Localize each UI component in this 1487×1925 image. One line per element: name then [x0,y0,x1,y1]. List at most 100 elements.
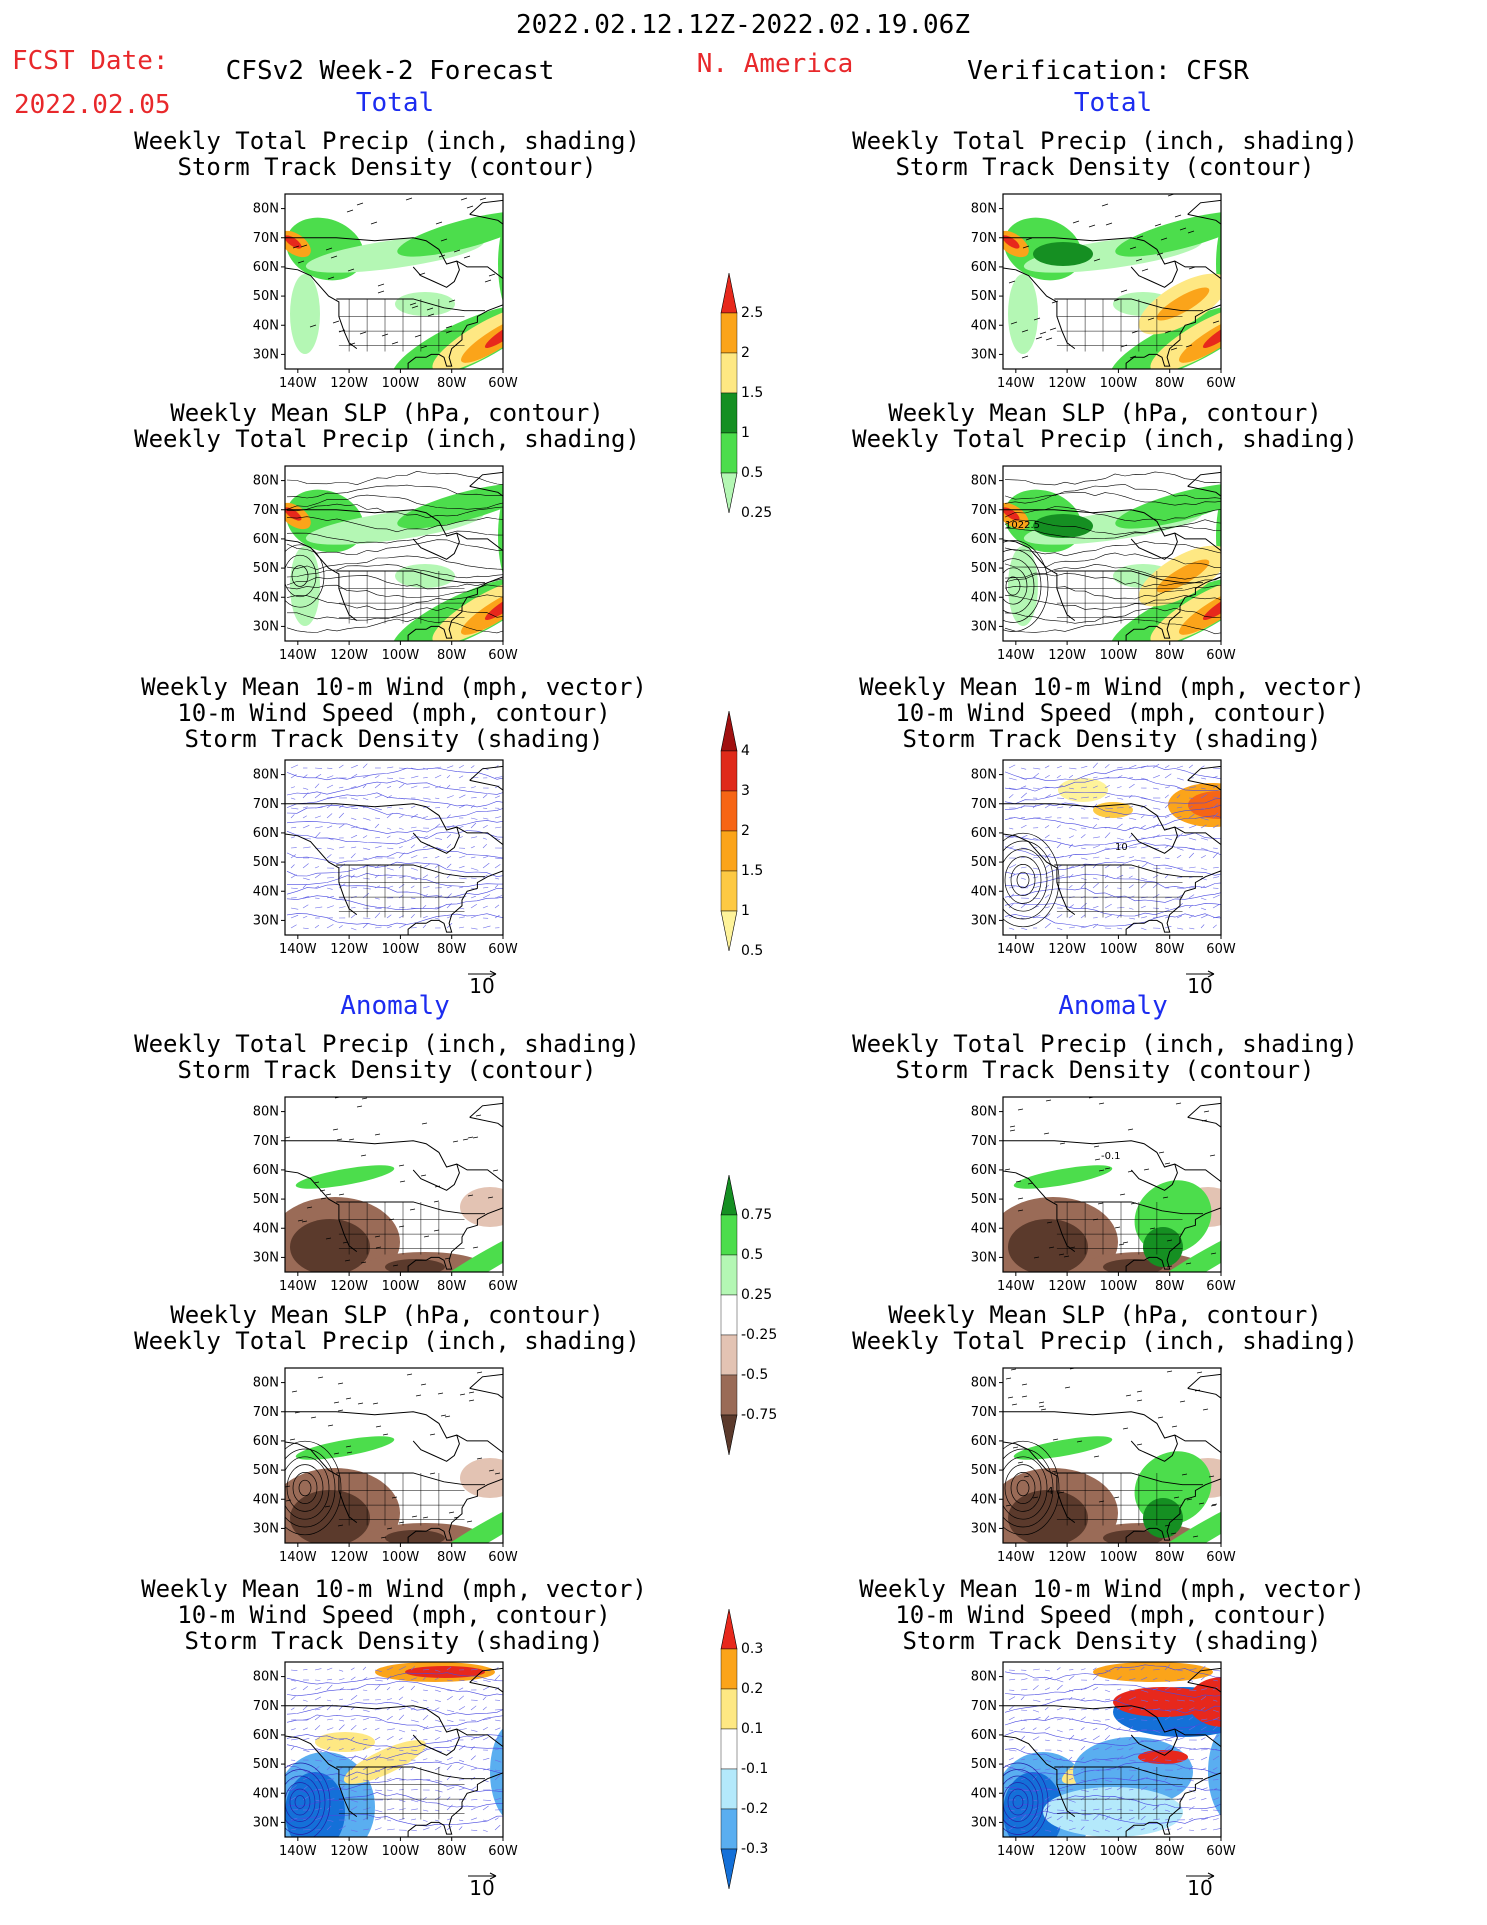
lat-tick-label: 30N [253,1521,279,1536]
lat-tick-label: 70N [971,1699,997,1714]
lat-tick-label: 50N [971,561,997,576]
lon-tick-label: 100W [382,942,420,957]
lon-tick-label: 140W [997,648,1035,662]
lon-tick-label: 120W [1048,1550,1086,1564]
lat-tick-label: 60N [253,826,279,841]
lat-tick-label: 70N [971,1405,997,1420]
lon-tick-label: 60W [1206,942,1236,957]
colorbar-segment [720,1768,738,1810]
lat-tick-label: 40N [253,590,279,605]
vector-reference-label: 10 [469,1876,494,1898]
title-wind-track-anom-right: Weekly Mean 10-m Wind (mph, vector) 10-m … [859,1575,1365,1655]
lon-tick-label: 140W [997,1844,1035,1859]
colorbar-label: -0.5 [741,1367,768,1383]
map-slp-precip-anom-right-contour-label: 4 [1047,1486,1053,1497]
colorbar-label: 1 [741,903,750,919]
lon-tick-label: 80W [1155,1279,1185,1293]
lat-tick-label: 40N [253,1221,279,1236]
lat-tick-label: 80N [253,768,279,783]
map-precip-track-anom-right-contour-label: -0.1 [1101,1151,1121,1162]
map-precip-track-anom-left-coastline [285,1102,503,1272]
lon-tick-label: 80W [437,1279,467,1293]
lon-tick-label: 100W [382,648,420,662]
map-wind-track-total-left-coastline [285,765,503,935]
map-wind-track-total-right-coastline [1003,765,1221,935]
colorbar-label: -0.3 [741,1841,768,1857]
lat-tick-label: 50N [253,1757,279,1772]
lat-tick-label: 60N [253,532,279,547]
lat-tick-label: 40N [971,1221,997,1236]
lat-tick-label: 30N [253,1250,279,1265]
map-precip-track-anom-right-field [1003,1097,1221,1272]
map-wind-track-anom-left-frame [284,1661,504,1838]
colorbar-label: 0.3 [741,1641,763,1657]
lat-tick-label: 40N [971,884,997,899]
lat-tick-label: 60N [253,1163,279,1178]
colorbar-label: 4 [741,743,750,759]
lon-tick-label: 140W [279,648,317,662]
lon-tick-label: 140W [997,942,1035,957]
left-column-title: CFSv2 Week-2 Forecast [225,56,555,86]
colorbar-segment [720,830,738,872]
lat-tick-label: 30N [971,1521,997,1536]
title-slp-precip-total-right: Weekly Mean SLP (hPa, contour) Weekly Tot… [852,399,1358,453]
lon-tick-label: 120W [1048,942,1086,957]
lon-tick-label: 120W [330,376,368,390]
map-slp-precip-total-right-field [1003,466,1221,641]
lon-tick-label: 140W [279,376,317,390]
lat-tick-label: 60N [253,1728,279,1743]
lon-tick-label: 60W [488,1279,518,1293]
colorbar-top-triangle [720,272,738,314]
colorbar-segment [720,750,738,792]
region-title: N. America [696,49,854,79]
lat-tick-label: 30N [971,913,997,928]
colorbar-label: -0.25 [741,1327,777,1343]
lat-tick-label: 50N [253,1463,279,1478]
lon-tick-label: 120W [1048,1844,1086,1859]
map-slp-precip-anom-right-frame [1002,1367,1222,1544]
colorbar-segment [720,352,738,394]
lat-tick-label: 60N [253,1434,279,1449]
lat-tick-label: 70N [971,1134,997,1149]
map-wind-track-total-right-field [1003,760,1221,935]
title-wind-track-total-right: Weekly Mean 10-m Wind (mph, vector) 10-m … [859,673,1365,753]
colorbar-label: -0.1 [741,1761,768,1777]
lon-tick-label: 80W [1155,376,1185,390]
lon-tick-label: 140W [279,1279,317,1293]
lat-tick-label: 40N [253,884,279,899]
lon-tick-label: 60W [1206,376,1236,390]
map-slp-precip-anom-left-frame [284,1367,504,1544]
lat-tick-label: 80N [253,1105,279,1120]
lat-tick-label: 70N [253,1134,279,1149]
fcst-date-label: FCST Date: [12,46,169,76]
lat-tick-label: 30N [971,1250,997,1265]
lat-tick-label: 50N [253,1192,279,1207]
map-slp-precip-total-left-coastline [285,471,503,641]
lat-tick-label: 60N [971,1728,997,1743]
vector-reference-label: 10 [469,974,494,996]
colorbar-label: 2 [741,345,750,361]
lon-tick-label: 80W [437,648,467,662]
right-column-title: Verification: CFSR [967,56,1249,86]
colorbar-bottom-triangle [720,472,738,514]
map-precip-track-anom-right-frame [1002,1096,1222,1273]
lon-tick-label: 120W [1048,1279,1086,1293]
lat-tick-label: 70N [253,1405,279,1420]
lon-tick-label: 140W [997,1279,1035,1293]
map-slp-precip-total-left-field [285,466,503,641]
lon-tick-label: 140W [997,376,1035,390]
map-slp-precip-total-right-contour-label: 1022.5 [1005,520,1040,531]
lon-tick-label: 80W [1155,1550,1185,1564]
map-precip-track-anom-left-field [285,1097,503,1272]
lat-tick-label: 70N [253,503,279,518]
map-precip-track-total-left-frame [284,193,504,370]
lat-tick-label: 30N [971,619,997,634]
map-wind-track-anom-right-field [1003,1662,1221,1837]
lon-tick-label: 120W [1048,376,1086,390]
